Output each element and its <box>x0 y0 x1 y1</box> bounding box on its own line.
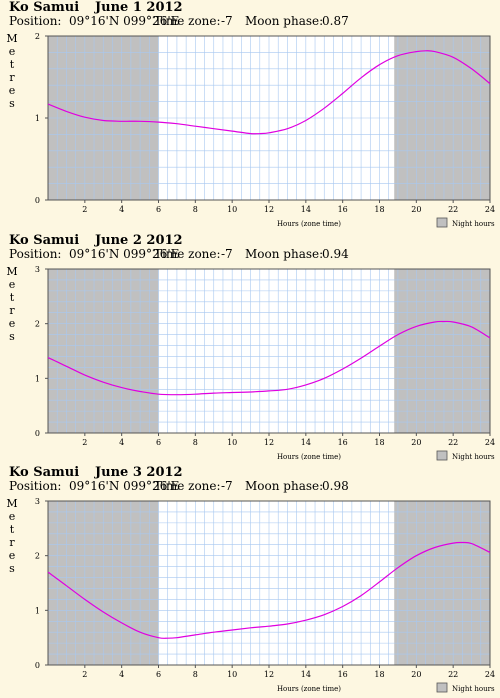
x-tick-label: 2 <box>82 205 87 214</box>
legend-swatch <box>436 682 448 693</box>
y-tick-label: 2 <box>35 552 40 561</box>
position-label: Position: <box>9 247 62 261</box>
timezone-label: Time zone: <box>154 479 221 493</box>
timezone-value: -7 <box>221 479 233 493</box>
x-tick-label: 24 <box>485 438 495 447</box>
y-tick-label: 0 <box>35 196 40 205</box>
x-tick-label: 16 <box>338 438 348 447</box>
legend-label: Night hours <box>452 453 495 461</box>
y-tick-label: 1 <box>35 114 40 123</box>
x-tick-label: 14 <box>301 438 311 447</box>
y-tick-label: 2 <box>35 320 40 329</box>
x-tick-label: 20 <box>411 438 421 447</box>
y-tick-label: 1 <box>35 374 40 383</box>
legend-label: Night hours <box>452 220 495 228</box>
tide-panel-3: Ko Samui June 3 2012 Position: 09°16'N 0… <box>0 465 500 697</box>
y-tick-label: 3 <box>35 497 40 506</box>
timezone-value: -7 <box>221 247 233 261</box>
timezone-value: -7 <box>221 14 233 28</box>
date-label: June 2 2012 <box>95 233 183 248</box>
moon-phase-value: 0.94 <box>322 247 349 261</box>
position-value: 09°16'N 099°26'E <box>69 14 180 28</box>
x-axis-label: Hours (zone time) <box>277 220 341 228</box>
position-label: Position: <box>9 14 62 28</box>
tide-panel-1: Ko Samui June 1 2012 Position: 09°16'N 0… <box>0 0 500 232</box>
x-tick-label: 14 <box>301 670 311 679</box>
y-tick-label: 2 <box>35 32 40 41</box>
legend-swatch <box>436 217 448 228</box>
x-tick-label: 6 <box>156 438 161 447</box>
timezone-label: Time zone: <box>154 14 221 28</box>
tide-panel-2: Ko Samui June 2 2012 Position: 09°16'N 0… <box>0 233 500 465</box>
moon-phase-value: 0.98 <box>322 479 349 493</box>
x-tick-label: 8 <box>193 670 198 679</box>
x-tick-label: 16 <box>338 670 348 679</box>
night-shade <box>394 501 490 665</box>
position-value: 09°16'N 099°26'E <box>69 479 180 493</box>
x-tick-label: 12 <box>264 205 274 214</box>
x-tick-label: 10 <box>227 670 237 679</box>
timezone-label: Time zone: <box>154 247 221 261</box>
x-tick-label: 18 <box>374 205 384 214</box>
x-tick-label: 24 <box>485 670 495 679</box>
legend-swatch <box>436 450 448 461</box>
x-tick-label: 12 <box>264 670 274 679</box>
x-tick-label: 22 <box>448 438 458 447</box>
tide-curve <box>47 50 491 135</box>
date-label: June 1 2012 <box>95 0 183 15</box>
x-tick-label: 10 <box>227 205 237 214</box>
y-tick-label: 0 <box>35 661 40 670</box>
x-tick-label: 2 <box>82 438 87 447</box>
date-label: June 3 2012 <box>95 465 183 480</box>
x-axis-label: Hours (zone time) <box>277 453 341 461</box>
x-tick-label: 2 <box>82 670 87 679</box>
x-tick-label: 20 <box>411 670 421 679</box>
moon-phase-label: Moon phase: <box>245 14 324 28</box>
x-tick-label: 4 <box>119 205 124 214</box>
x-tick-label: 6 <box>156 670 161 679</box>
panel-title: Ko Samui June 3 2012 <box>9 465 183 480</box>
x-tick-label: 18 <box>374 438 384 447</box>
panel-title: Ko Samui June 2 2012 <box>9 233 183 248</box>
x-tick-label: 8 <box>193 438 198 447</box>
x-tick-label: 6 <box>156 205 161 214</box>
tide-curve <box>47 541 491 639</box>
x-tick-label: 4 <box>119 670 124 679</box>
position-label: Position: <box>9 479 62 493</box>
x-tick-label: 18 <box>374 670 384 679</box>
y-tick-label: 0 <box>35 429 40 438</box>
x-tick-label: 10 <box>227 438 237 447</box>
y-tick-label: 1 <box>35 606 40 615</box>
position-value: 09°16'N 099°26'E <box>69 247 180 261</box>
location-name: Ko Samui <box>9 0 80 15</box>
location-name: Ko Samui <box>9 465 80 480</box>
moon-phase-label: Moon phase: <box>245 247 324 261</box>
moon-phase-value: 0.87 <box>322 14 349 28</box>
x-tick-label: 22 <box>448 205 458 214</box>
x-tick-label: 20 <box>411 205 421 214</box>
x-tick-label: 8 <box>193 205 198 214</box>
x-tick-label: 4 <box>119 438 124 447</box>
x-axis-label: Hours (zone time) <box>277 685 341 693</box>
legend-label: Night hours <box>452 685 495 693</box>
tide-curve <box>47 320 491 396</box>
y-tick-label: 3 <box>35 265 40 274</box>
location-name: Ko Samui <box>9 233 80 248</box>
x-tick-label: 12 <box>264 438 274 447</box>
night-shade <box>394 269 490 433</box>
x-tick-label: 14 <box>301 205 311 214</box>
moon-phase-label: Moon phase: <box>245 479 324 493</box>
x-tick-label: 24 <box>485 205 495 214</box>
x-tick-label: 22 <box>448 670 458 679</box>
x-tick-label: 16 <box>338 205 348 214</box>
panel-title: Ko Samui June 1 2012 <box>9 0 183 15</box>
